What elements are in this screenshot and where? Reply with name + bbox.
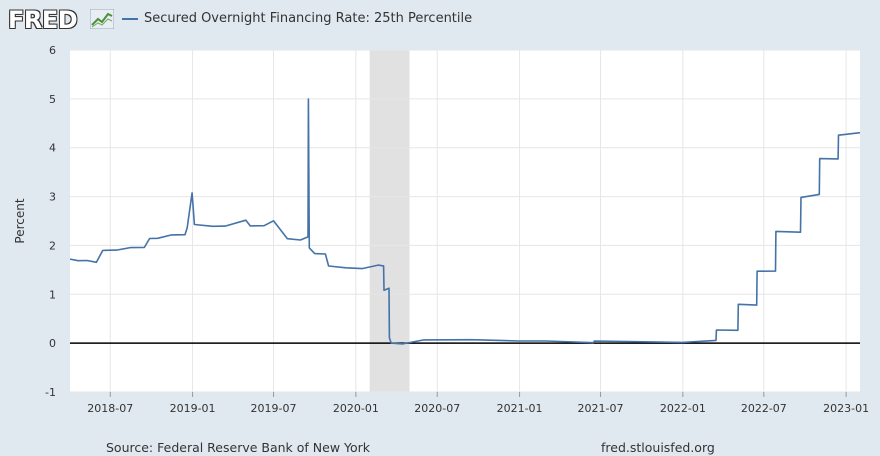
y-tick-label: 4 bbox=[49, 142, 56, 155]
y-tick-label: 6 bbox=[49, 44, 56, 57]
plot-area bbox=[70, 50, 860, 392]
x-tick-label: 2021-07 bbox=[578, 402, 624, 415]
x-tick-label: 2019-01 bbox=[170, 402, 216, 415]
y-axis-label: Percent bbox=[13, 198, 27, 243]
y-tick-label: 2 bbox=[49, 239, 56, 252]
x-tick-label: 2021-01 bbox=[497, 402, 543, 415]
y-tick-label: 1 bbox=[49, 288, 56, 301]
x-tick-label: 2023-01 bbox=[823, 402, 869, 415]
x-tick-label: 2020-01 bbox=[333, 402, 379, 415]
x-tick-label: 2022-01 bbox=[660, 402, 706, 415]
y-tick-label: -1 bbox=[45, 386, 56, 399]
fred-logo[interactable]: FRED bbox=[8, 6, 78, 34]
chart-header: FRED Secured Overnight Financing Rate: 2… bbox=[0, 0, 880, 40]
legend: Secured Overnight Financing Rate: 25th P… bbox=[122, 11, 472, 26]
site-link[interactable]: fred.stlouisfed.org bbox=[601, 440, 715, 455]
series-line bbox=[69, 98, 861, 345]
x-tick-label: 2018-07 bbox=[87, 402, 133, 415]
x-tick-label: 2020-07 bbox=[414, 402, 460, 415]
y-tick-label: 0 bbox=[49, 337, 56, 350]
x-tick-label: 2022-07 bbox=[741, 402, 787, 415]
y-tick-label: 3 bbox=[49, 191, 56, 204]
x-tick-label: 2019-07 bbox=[251, 402, 297, 415]
line-chart-icon bbox=[90, 9, 114, 29]
y-tick-label: 5 bbox=[49, 93, 56, 106]
legend-swatch bbox=[122, 17, 138, 20]
legend-label: Secured Overnight Financing Rate: 25th P… bbox=[144, 11, 473, 26]
source-note: Source: Federal Reserve Bank of New York bbox=[106, 440, 371, 455]
